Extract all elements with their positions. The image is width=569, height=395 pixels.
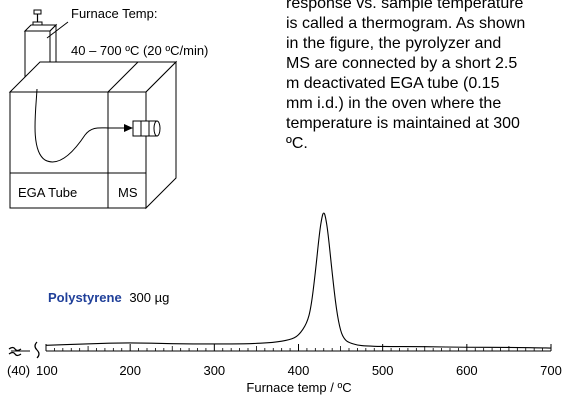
paragraph-line: MS are connected by a short 2.5 (286, 55, 518, 72)
paragraph-line: response vs. sample temperature (286, 0, 524, 12)
furnace-range-label: 40 – 700 ºC (20 ºC/min) (71, 43, 208, 58)
x-tick-label: 100 (36, 363, 58, 378)
tube-arrow-icon (124, 124, 133, 132)
sample-name: Polystyrene (48, 290, 122, 305)
oven-box (8, 60, 178, 210)
paragraph-line: in the figure, the pyrolyzer and (286, 35, 502, 52)
series-line-polystyrene (45, 212, 552, 349)
x-tick-labels: 100 200 300 400 500 600 700 (36, 363, 562, 378)
x-tick-label: 300 (203, 363, 225, 378)
paragraph-line: temperature is maintained at 300 (286, 115, 520, 132)
axis-break-icon (8, 341, 40, 359)
sample-amount: 300 µg (129, 290, 169, 305)
x-axis-title: Furnace temp / ºC (246, 380, 351, 395)
x-tick-label: 400 (288, 363, 310, 378)
sample-label: Polystyrene 300 µg (48, 290, 169, 305)
thermogram-chart: Polystyrene 300 µg 100 200 300 400 500 600 700… (7, 212, 562, 395)
ega-tube-line (34, 88, 124, 163)
paragraph-line: mm i.d.) in the oven where the (286, 95, 502, 112)
ms-inlet-icon (132, 120, 161, 137)
ega-tube-label: EGA Tube (18, 185, 77, 200)
paragraph-line: ºC. (286, 135, 308, 152)
x-ticks (45, 344, 552, 351)
x-tick-label: 500 (372, 363, 394, 378)
x-break-label: (40) (7, 363, 30, 378)
apparatus-diagram: Furnace Temp: 40 – 700 ºC (20 ºC/min) EG… (8, 6, 208, 210)
ms-label: MS (118, 185, 138, 200)
x-tick-label: 700 (540, 363, 562, 378)
furnace-pointer-line (46, 21, 69, 39)
x-tick-label: 600 (456, 363, 478, 378)
furnace-temp-label: Furnace Temp: (71, 6, 157, 21)
x-tick-label: 200 (119, 363, 141, 378)
paragraph: response vs. sample temperature is calle… (286, 0, 569, 154)
paragraph-line: is called a thermogram. As shown (286, 15, 526, 32)
paragraph-line: m deactivated EGA tube (0.15 (286, 75, 500, 92)
